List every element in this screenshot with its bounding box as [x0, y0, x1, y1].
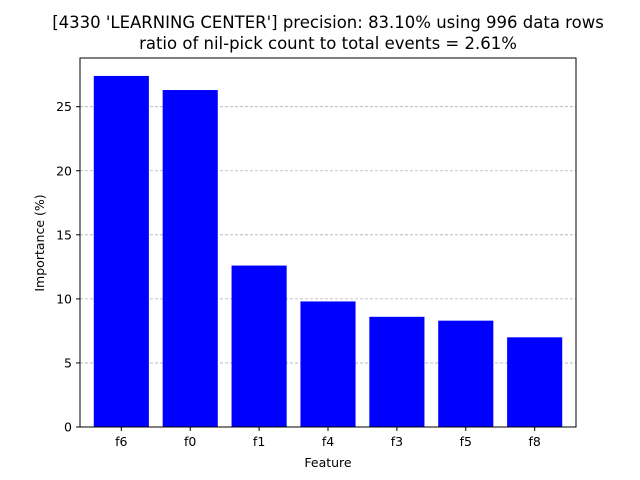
y-tick-label: 15	[56, 227, 72, 242]
bar-f8	[507, 337, 563, 427]
chart-subtitle: ratio of nil-pick count to total events …	[139, 34, 517, 53]
x-tick-label: f1	[253, 434, 265, 449]
bars	[93, 75, 563, 427]
bar-f0	[162, 90, 218, 427]
bar-f5	[438, 320, 494, 427]
x-tick-label: f8	[528, 434, 540, 449]
bar-f1	[231, 265, 287, 427]
x-tick-label: f6	[115, 434, 127, 449]
y-tick-label: 10	[56, 291, 72, 306]
chart-title: [4330 'LEARNING CENTER'] precision: 83.1…	[52, 13, 604, 32]
x-tick-label: f5	[460, 434, 472, 449]
y-axis-label: Importance (%)	[32, 194, 47, 291]
x-axis-label: Feature	[304, 455, 352, 470]
y-tick-label: 5	[64, 355, 72, 370]
x-tick-label: f3	[391, 434, 403, 449]
x-tick-label: f0	[184, 434, 196, 449]
x-tick-label: f4	[322, 434, 334, 449]
bar-f3	[369, 316, 425, 427]
x-axis-ticks: f6 f0 f1 f4 f3 f5 f8	[115, 427, 541, 449]
bar-f6	[93, 75, 149, 427]
y-tick-label: 25	[56, 99, 72, 114]
y-tick-label: 20	[56, 163, 72, 178]
y-tick-label: 0	[64, 420, 72, 435]
bar-f4	[300, 301, 356, 427]
y-axis-ticks: 0 5 10 15 20 25	[56, 99, 80, 435]
